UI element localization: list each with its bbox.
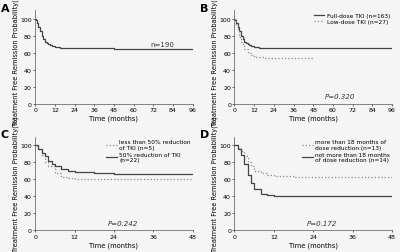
Y-axis label: Treatment Free Remission Probability(%): Treatment Free Remission Probability(%)	[212, 116, 218, 251]
Text: P=0.172: P=0.172	[307, 220, 337, 226]
Y-axis label: Treatment Free Remission Probability(%): Treatment Free Remission Probability(%)	[12, 0, 19, 125]
Text: D: D	[200, 130, 209, 140]
X-axis label: Time (months): Time (months)	[89, 115, 138, 122]
X-axis label: Time (months): Time (months)	[289, 115, 338, 122]
Text: A: A	[0, 4, 9, 14]
Text: n=190: n=190	[150, 42, 174, 48]
Text: P=0.320: P=0.320	[325, 94, 355, 100]
Legend: less than 50% reduction
of TKI (n=5), 50% reduction of TKI
(n=22): less than 50% reduction of TKI (n=5), 50…	[106, 139, 191, 163]
Text: B: B	[200, 4, 208, 14]
X-axis label: Time (months): Time (months)	[89, 241, 138, 248]
Y-axis label: Treatment Free Remission Probability(%): Treatment Free Remission Probability(%)	[212, 0, 218, 125]
Text: P=0.242: P=0.242	[107, 220, 138, 226]
Legend: Full-dose TKI (n=163), Low-dose TKI (n=27): Full-dose TKI (n=163), Low-dose TKI (n=2…	[313, 13, 390, 26]
X-axis label: Time (months): Time (months)	[289, 241, 338, 248]
Legend: more than 18 months of
dose reduction (n=13), not more than 18 months
of dose re: more than 18 months of dose reduction (n…	[302, 139, 390, 163]
Text: C: C	[0, 130, 9, 140]
Y-axis label: Treatment Free Remission Probability(%): Treatment Free Remission Probability(%)	[12, 116, 19, 251]
